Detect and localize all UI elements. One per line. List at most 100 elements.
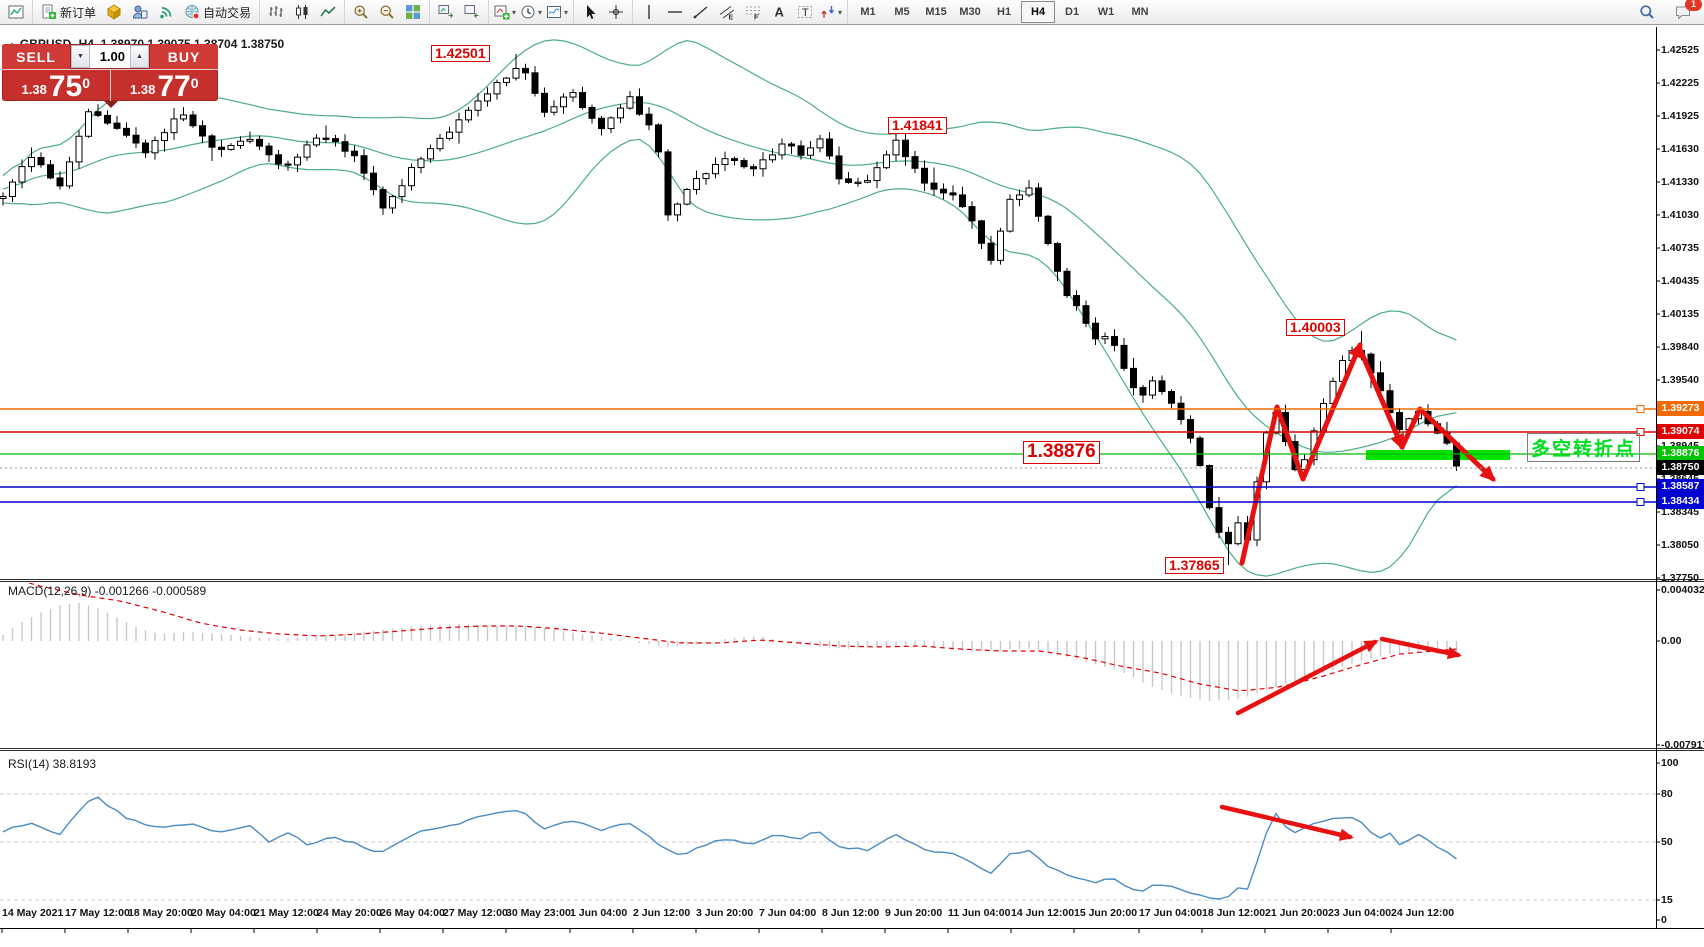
candle-body (807, 147, 814, 156)
candles-chart-button[interactable] (289, 1, 315, 24)
trendline-button[interactable] (688, 1, 714, 24)
candle-body (721, 158, 729, 165)
trend-arrow-1[interactable] (1357, 346, 1405, 450)
price-annotation-label[interactable]: 1.41841 (888, 117, 947, 135)
candle-body (1073, 295, 1080, 307)
bars-chart-icon (269, 6, 283, 17)
candle-body (997, 230, 1004, 261)
periods-button[interactable]: ▾ (518, 1, 544, 24)
candle-body (940, 188, 947, 194)
time-axis-label: 18 May 20:00 (128, 907, 193, 919)
price-annotation-label[interactable]: 1.37865 (1165, 557, 1224, 575)
autotrading-button[interactable]: 自动交易 (179, 1, 256, 24)
buy-button[interactable]: BUY (150, 44, 218, 69)
chevron-down-icon[interactable]: ▾ (512, 7, 517, 17)
timeframe-d1[interactable]: D1 (1065, 6, 1080, 18)
timeframe-m15[interactable]: M15 (925, 6, 947, 18)
hline-icon (668, 11, 683, 13)
volume-decrease-button[interactable]: ▼ (71, 45, 90, 68)
vline-button[interactable] (636, 1, 662, 24)
turning-point-highlight[interactable] (1366, 450, 1510, 460)
trade-panel-collapse-handle[interactable] (104, 101, 118, 108)
search-button[interactable] (1634, 1, 1660, 24)
timeframe-m1[interactable]: M1 (860, 6, 876, 18)
new-order-button[interactable]: 新订单 (36, 1, 101, 24)
app-button[interactable] (3, 1, 29, 24)
text-button[interactable]: A (766, 1, 792, 24)
candle-body (740, 160, 748, 168)
candle-body (712, 163, 719, 175)
arrange-a-button[interactable] (433, 1, 459, 24)
chart-window[interactable]: ▲GBPUSD-,H4 1.38970 1.39075 1.38704 1.38… (0, 24, 1704, 947)
zoom-out-button[interactable] (374, 1, 400, 24)
trend-arrow-0[interactable] (1239, 342, 1363, 566)
search-icon (1640, 5, 1654, 19)
chat-button[interactable]: 1 (1670, 0, 1702, 24)
chevron-down-icon[interactable]: ▾ (538, 7, 543, 17)
toolbar-group-2 (259, 0, 344, 24)
level-handle[interactable] (1636, 428, 1645, 436)
notification-badge: 1 (1685, 0, 1702, 11)
price-annotation-label[interactable]: 1.38876 (1023, 441, 1100, 464)
candle-body (151, 140, 159, 154)
candle-body (1158, 380, 1166, 392)
timeframe-m30[interactable]: M30 (959, 6, 981, 18)
channel-button[interactable]: E (714, 1, 740, 24)
level-handle[interactable] (1636, 405, 1645, 413)
volume-input[interactable]: 1.00 (90, 45, 130, 68)
candle-body (189, 114, 197, 127)
candle-body (85, 111, 92, 137)
volume-increase-button[interactable]: ▲ (130, 45, 149, 68)
macd-annotation-arrow-0[interactable] (1235, 639, 1378, 716)
crosshair-button[interactable] (603, 1, 629, 24)
tile-windows-button[interactable] (400, 1, 426, 24)
zoom-in-button[interactable] (348, 1, 374, 24)
candle-body (1234, 522, 1242, 545)
price-axis-label: 1.39540 (1661, 374, 1699, 386)
candle-body (607, 117, 615, 130)
chart-canvas[interactable] (0, 25, 1704, 947)
arrows-obj-button[interactable]: ▾ (818, 1, 844, 24)
timeframe-w1[interactable]: W1 (1097, 6, 1115, 18)
timeframe-h4[interactable]: H4 (1021, 1, 1056, 23)
indicators-button[interactable]: ▾ (492, 1, 518, 24)
trend-arrow-2-head (1479, 465, 1496, 482)
sell-button[interactable]: SELL (2, 44, 70, 69)
price-annotation-label[interactable]: 1.40003 (1286, 319, 1345, 337)
candle-body (322, 137, 330, 140)
chevron-down-icon[interactable]: ▾ (564, 7, 569, 17)
chevron-down-icon[interactable]: ▾ (838, 7, 843, 17)
toolbar-group-1: 新订单 自动交易 (32, 0, 259, 24)
bars-chart-button[interactable] (263, 1, 289, 24)
timeframe-m5[interactable]: M5 (894, 6, 910, 18)
price-axis-label: 1.38050 (1661, 539, 1699, 551)
price-annotation-label[interactable]: 1.42501 (431, 45, 490, 63)
level-handle[interactable] (1636, 498, 1645, 506)
app-icon (8, 5, 24, 19)
ask-price[interactable]: 1.38 77 0 (111, 70, 219, 102)
macd-annotation-arrow-1[interactable] (1379, 636, 1461, 658)
cursor-button[interactable] (577, 1, 603, 24)
time-axis-label: 24 May 20:00 (317, 907, 382, 919)
market-button[interactable] (101, 1, 127, 24)
rsi-annotation-arrow[interactable] (1219, 804, 1353, 840)
turning-point-note[interactable]: 多空转折点 (1527, 433, 1641, 462)
community-button[interactable] (127, 1, 153, 24)
level-handle[interactable] (1636, 483, 1645, 491)
text-label-button[interactable]: T (792, 1, 818, 24)
bid-price[interactable]: 1.38 75 0 (2, 70, 111, 101)
templates-button[interactable]: ▾ (544, 1, 570, 24)
arrange-b-button[interactable] (459, 1, 485, 24)
candle-body (398, 185, 406, 198)
fibo-button[interactable]: F (740, 1, 766, 24)
timeframe-mn[interactable]: MN (1131, 6, 1149, 18)
hline-button[interactable] (662, 1, 688, 24)
price-badge-1.38587: 1.38587 (1657, 479, 1704, 494)
zoom-in-icon (354, 5, 368, 19)
svg-text:E: E (729, 15, 734, 21)
line-chart-button[interactable] (315, 1, 341, 24)
signals-button[interactable] (153, 1, 179, 24)
text-label-icon: T (798, 6, 813, 19)
zoom-out-icon (380, 5, 394, 19)
timeframe-h1[interactable]: H1 (997, 6, 1012, 18)
